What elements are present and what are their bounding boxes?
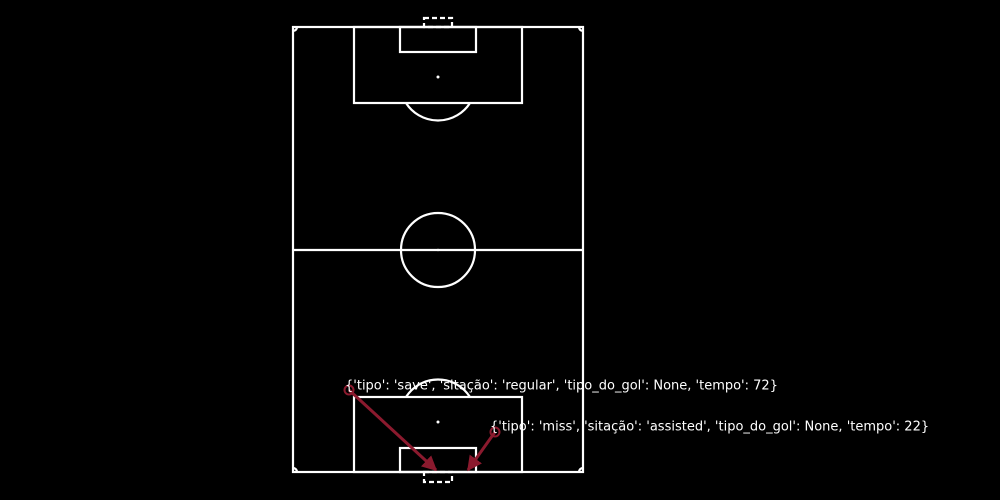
center-spot	[436, 248, 440, 252]
shot-annotation: {'tipo': 'save', 'sitação': 'regular', '…	[345, 379, 778, 394]
pitch	[291, 16, 585, 484]
shot-marker	[343, 384, 355, 396]
shot-annotation: {'tipo': 'miss', 'sitação': 'assisted', …	[490, 420, 929, 435]
penalty-arc	[405, 102, 471, 122]
shot-marker	[489, 426, 501, 438]
goal	[422, 16, 454, 29]
corner-arcs	[292, 26, 584, 473]
shots	[343, 384, 501, 472]
shot-arrow	[347, 388, 438, 472]
shot-arrow	[466, 431, 497, 472]
penalty-spot	[436, 420, 440, 424]
penalty-arc	[405, 378, 471, 398]
center-circle	[399, 211, 477, 289]
goal	[422, 470, 454, 484]
penalty-spot	[436, 75, 440, 79]
